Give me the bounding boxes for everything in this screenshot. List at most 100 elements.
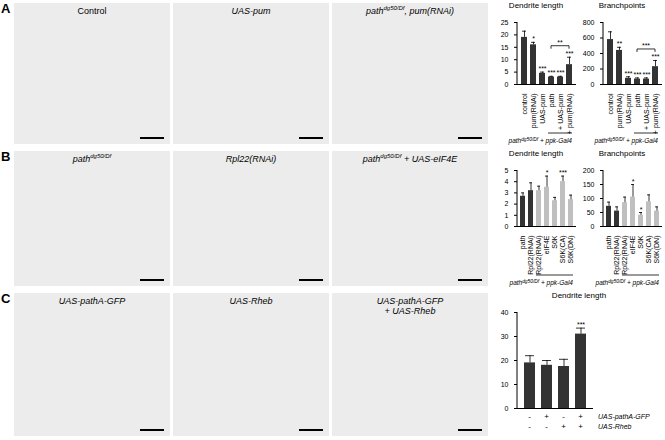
svg-text:***: ***	[559, 169, 567, 176]
svg-text:pathdg50/Df + ppk-Gal4: pathdg50/Df + ppk-Gal4	[594, 137, 659, 146]
svg-text:0: 0	[505, 81, 509, 88]
svg-text:UAS-Rheb: UAS-Rheb	[598, 423, 632, 430]
html-text:B: B	[1, 149, 11, 164]
html-text:A: A	[1, 1, 11, 16]
svg-text:1: 1	[505, 212, 509, 219]
svg-text:-: -	[562, 412, 565, 421]
svg-text:40: 40	[501, 309, 509, 316]
svg-text:pathdg50/Df + ppk-Gal4: pathdg50/Df + ppk-Gal4	[508, 137, 573, 146]
svg-text:2: 2	[505, 200, 509, 207]
svg-text:+: +	[578, 412, 583, 421]
svg-text:pathdg50/Df + ppk-Gal4: pathdg50/Df + ppk-Gal4	[595, 279, 660, 288]
svg-text:200: 200	[583, 167, 595, 174]
svg-text:S6K(DN): S6K(DN)	[653, 236, 661, 264]
svg-text:eIF4E: eIF4E	[629, 235, 636, 254]
svg-text:eIF4E: eIF4E	[543, 235, 550, 254]
svg-text:-: -	[545, 422, 548, 431]
svg-text:***: ***	[633, 71, 641, 78]
svg-text:4: 4	[505, 178, 509, 185]
html-text:Branchpoints: Branchpoints	[598, 1, 646, 10]
svg-text:***: ***	[642, 71, 650, 78]
svg-text:100: 100	[583, 195, 595, 202]
svg-text:10: 10	[501, 56, 509, 63]
svg-text:+: +	[544, 412, 549, 421]
svg-text:5: 5	[505, 68, 509, 75]
svg-text:pum(RNAi): pum(RNAi)	[530, 94, 538, 129]
svg-text:path: path	[548, 93, 556, 107]
svg-text:*: *	[640, 206, 643, 213]
svg-text:Rpl22(RNAi): Rpl22(RNAi)	[621, 236, 629, 275]
html-text:UAS-pum: UAS-pum	[231, 6, 271, 16]
svg-text:0: 0	[505, 405, 509, 412]
svg-text:*: *	[632, 178, 635, 185]
svg-text:600: 600	[583, 34, 595, 41]
svg-text:S6K(DN): S6K(DN)	[567, 236, 575, 264]
svg-text:path: path	[519, 235, 527, 249]
svg-text:5: 5	[505, 167, 509, 174]
svg-text:UAS-pum: UAS-pum	[539, 93, 547, 124]
html-text:Dendrite length: Dendrite length	[508, 1, 564, 10]
svg-text:+ pum(RNAi): + pum(RNAi)	[652, 94, 660, 135]
html-text:C: C	[1, 291, 11, 306]
svg-text:150: 150	[583, 181, 595, 188]
svg-text:***: ***	[565, 50, 573, 57]
svg-text:0: 0	[591, 223, 595, 230]
html-text:pathdg50/Df+ UAS-eIF4E: pathdg50/Df+ UAS-eIF4E	[362, 153, 458, 164]
svg-text:400: 400	[583, 50, 595, 57]
svg-text:*: *	[546, 169, 549, 176]
html-text:+ UAS-Rheb: + UAS-Rheb	[384, 306, 436, 316]
svg-text:***: ***	[642, 42, 650, 49]
svg-text:pathdg50/Df + ppk-Gal4: pathdg50/Df + ppk-Gal4	[509, 279, 574, 288]
svg-text:15: 15	[501, 44, 509, 51]
svg-text:-: -	[528, 422, 531, 431]
svg-text:S6K(CA): S6K(CA)	[559, 236, 567, 264]
svg-text:**: **	[557, 39, 563, 46]
svg-text:3: 3	[505, 189, 509, 196]
svg-text:*: *	[532, 35, 535, 42]
svg-text:Rpl22(RNAi): Rpl22(RNAi)	[535, 236, 543, 275]
svg-text:50: 50	[587, 209, 595, 216]
svg-text:+ pum(RNAi): + pum(RNAi)	[566, 94, 574, 135]
svg-text:+ UAS-pum: + UAS-pum	[557, 93, 565, 130]
svg-text:UAS-pum: UAS-pum	[625, 93, 633, 124]
svg-text:0: 0	[505, 223, 509, 230]
svg-text:200: 200	[583, 65, 595, 72]
svg-text:20: 20	[501, 31, 509, 38]
html-text:pathdg50/Df, pum(RNAi): pathdg50/Df, pum(RNAi)	[366, 5, 454, 16]
svg-text:***: ***	[651, 53, 659, 60]
svg-text:S6K: S6K	[551, 235, 558, 249]
svg-text:30: 30	[501, 333, 509, 340]
html-text:Control: Control	[77, 6, 107, 16]
svg-text:***: ***	[577, 321, 585, 328]
svg-text:S6K: S6K	[637, 235, 644, 249]
svg-text:***: ***	[538, 65, 546, 72]
svg-text:pum(RNAi): pum(RNAi)	[616, 94, 624, 129]
svg-text:path: path	[634, 93, 642, 107]
svg-text:+: +	[578, 422, 583, 431]
svg-text:25: 25	[501, 19, 509, 26]
svg-text:control: control	[521, 93, 528, 114]
svg-text:path: path	[605, 235, 613, 249]
svg-text:UAS-pathA-GFP: UAS-pathA-GFP	[598, 413, 650, 421]
html-text:UAS-pathA-GFP: UAS-pathA-GFP	[58, 296, 126, 306]
svg-text:-: -	[528, 412, 531, 421]
svg-text:***: ***	[547, 69, 555, 76]
svg-text:10: 10	[501, 381, 509, 388]
svg-text:***: ***	[624, 70, 632, 77]
html-text:Dendrite length: Dendrite length	[508, 149, 564, 158]
html-text:Rpl22(RNAi): Rpl22(RNAi)	[225, 154, 277, 164]
svg-text:S6K(CA): S6K(CA)	[645, 236, 653, 264]
svg-text:**: **	[617, 40, 623, 47]
svg-text:0: 0	[591, 81, 595, 88]
svg-text:+ UAS-pum: + UAS-pum	[643, 93, 651, 130]
svg-text:+: +	[561, 422, 566, 431]
svg-text:20: 20	[501, 357, 509, 364]
svg-text:***: ***	[556, 69, 564, 76]
svg-text:800: 800	[583, 19, 595, 26]
html-text:UAS-pathA-GFP: UAS-pathA-GFP	[376, 296, 444, 306]
html-text:pathdg50/Df: pathdg50/Df	[72, 153, 112, 164]
svg-text:Rpl22(RNAi): Rpl22(RNAi)	[613, 236, 621, 275]
svg-text:control: control	[607, 93, 614, 114]
html-text:UAS-Rheb: UAS-Rheb	[229, 296, 273, 306]
svg-text:Rpl22(RNAi): Rpl22(RNAi)	[527, 236, 535, 275]
